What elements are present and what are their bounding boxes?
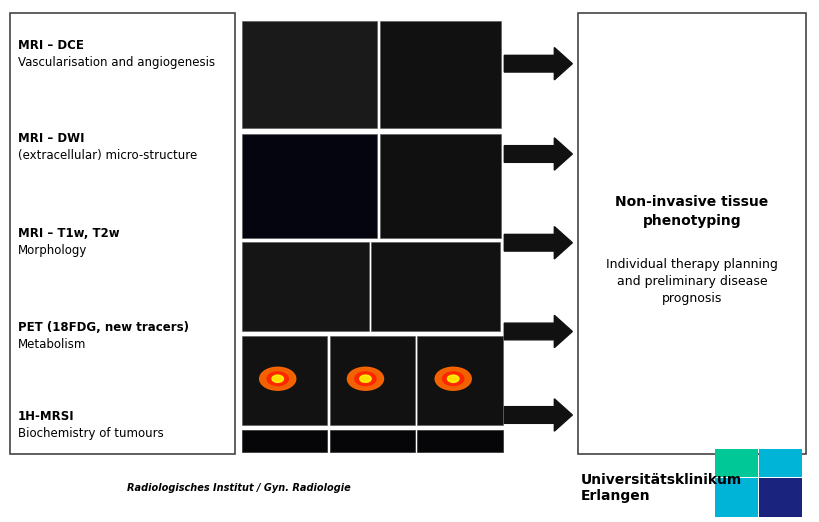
Bar xyxy=(577,13,805,454)
Bar xyxy=(242,134,377,238)
Bar xyxy=(417,336,502,425)
Bar xyxy=(242,430,327,452)
Text: (extracellular) micro-structure: (extracellular) micro-structure xyxy=(18,149,197,162)
FancyArrow shape xyxy=(504,138,572,170)
Bar xyxy=(758,478,801,517)
Bar xyxy=(10,13,235,454)
Bar xyxy=(329,430,414,452)
Text: MRI – DWI: MRI – DWI xyxy=(18,132,84,145)
FancyArrow shape xyxy=(504,48,572,80)
Circle shape xyxy=(347,367,383,390)
Text: Metabolism: Metabolism xyxy=(18,338,86,351)
FancyArrow shape xyxy=(504,315,572,348)
Circle shape xyxy=(267,372,288,386)
Text: 1H-MRSI: 1H-MRSI xyxy=(18,410,75,423)
FancyArrow shape xyxy=(504,399,572,431)
Bar xyxy=(379,134,500,238)
Circle shape xyxy=(272,375,283,383)
Bar xyxy=(417,430,502,452)
FancyArrow shape xyxy=(504,227,572,259)
Text: Radiologisches Institut / Gyn. Radiologie: Radiologisches Institut / Gyn. Radiologi… xyxy=(127,483,351,493)
Circle shape xyxy=(435,367,471,390)
Circle shape xyxy=(447,375,459,383)
Circle shape xyxy=(355,372,376,386)
Text: MRI – T1w, T2w: MRI – T1w, T2w xyxy=(18,227,120,240)
Bar xyxy=(329,430,414,452)
Bar xyxy=(242,430,327,452)
Bar xyxy=(371,242,500,331)
Bar xyxy=(714,478,757,517)
Bar xyxy=(714,449,757,477)
Text: Non-invasive tissue
phenotyping: Non-invasive tissue phenotyping xyxy=(615,195,767,228)
Text: PET (18FDG, new tracers): PET (18FDG, new tracers) xyxy=(18,321,189,334)
Text: Universitätsklinikum
Erlangen: Universitätsklinikum Erlangen xyxy=(580,473,741,503)
Circle shape xyxy=(360,375,371,383)
Bar xyxy=(417,430,502,452)
Bar xyxy=(242,336,327,425)
Text: Biochemistry of tumours: Biochemistry of tumours xyxy=(18,427,164,440)
Circle shape xyxy=(260,367,296,390)
Bar xyxy=(242,21,377,128)
Bar xyxy=(329,336,414,425)
Text: MRI – DCE: MRI – DCE xyxy=(18,39,84,52)
Bar xyxy=(758,449,801,477)
Bar xyxy=(379,21,500,128)
Text: Vascularisation and angiogenesis: Vascularisation and angiogenesis xyxy=(18,56,215,69)
Circle shape xyxy=(442,372,464,386)
Bar xyxy=(242,242,369,331)
Text: Morphology: Morphology xyxy=(18,244,88,257)
Text: Individual therapy planning
and preliminary disease
prognosis: Individual therapy planning and prelimin… xyxy=(605,258,777,305)
